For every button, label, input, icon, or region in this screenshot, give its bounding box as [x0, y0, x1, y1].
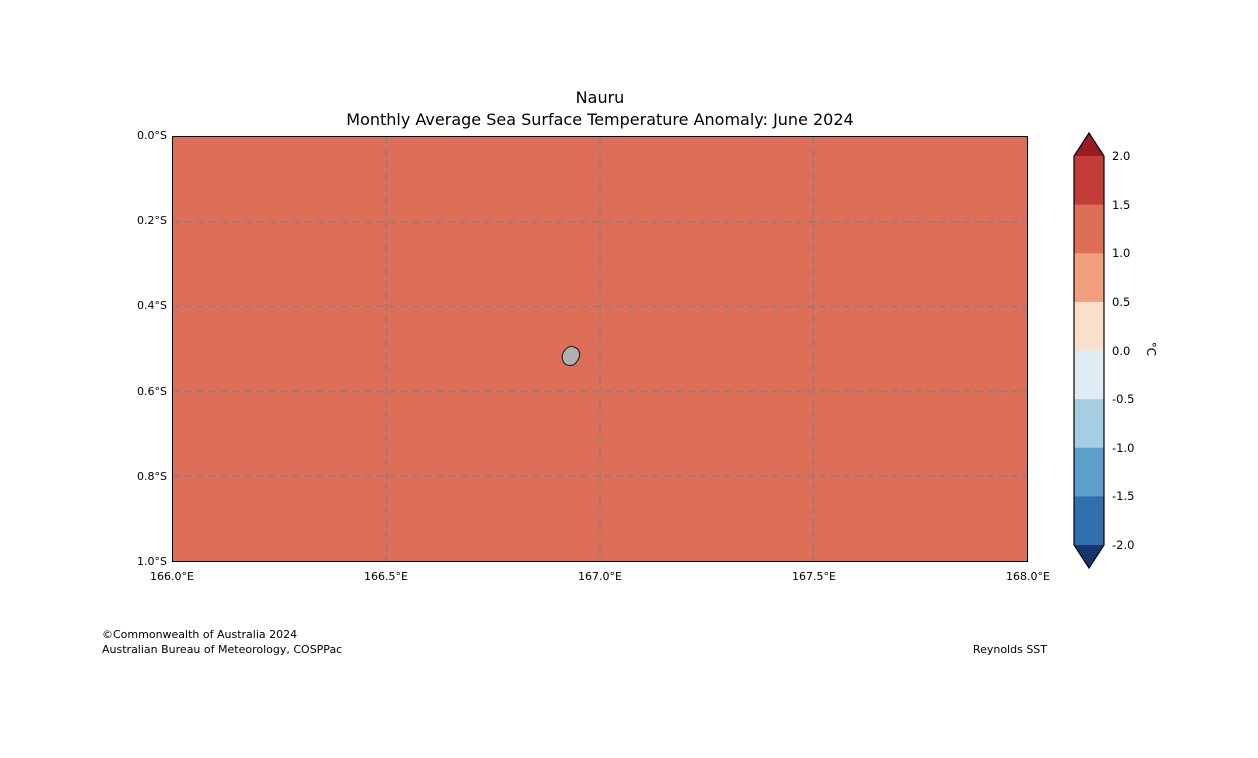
xtick-167.5E: 167.5°E: [792, 570, 836, 583]
colorbar-segment-6: [1074, 447, 1104, 497]
cbar-tick--0.5: -0.5: [1112, 392, 1135, 407]
colorbar-segment-1: [1074, 204, 1104, 254]
colorbar-outline: [1073, 132, 1105, 569]
cbar-tick-0.5: 0.5: [1112, 294, 1131, 309]
xtick-168.0E: 168.0°E: [1006, 570, 1050, 583]
ytick-0.0S: 0.0°S: [137, 129, 167, 142]
xtick-166.0E: 166.0°E: [150, 570, 194, 583]
colorbar-segment-4: [1074, 350, 1104, 400]
ytick-0.6S: 0.6°S: [137, 384, 167, 398]
nauru-island: [561, 345, 581, 367]
colorbar-arrow-down: [1074, 545, 1104, 568]
cbar-tick-0.0: 0.0: [1112, 343, 1131, 358]
chart-subtitle: Monthly Average Sea Surface Temperature …: [346, 110, 854, 129]
colorbar-segment-5: [1074, 399, 1104, 449]
cbar-tick-1.0: 1.0: [1112, 246, 1131, 261]
footer-data-source: Reynolds SST: [972, 643, 1047, 656]
ytick-0.4S: 0.4°S: [137, 299, 167, 313]
chart-title-block: Nauru Monthly Average Sea Surface Temper…: [172, 87, 1028, 131]
colorbar-segments: [1074, 156, 1104, 546]
cbar-tick-1.5: 1.5: [1112, 197, 1131, 212]
xtick-166.5E: 166.5°E: [364, 570, 408, 583]
ytick-1.0S: 1.0°S: [137, 555, 167, 568]
cbar-tick--2.0: -2.0: [1112, 538, 1135, 552]
xtick-167.0E: 167.0°E: [578, 570, 622, 583]
footer-copyright-line2: Australian Bureau of Meteorology, COSPPa…: [102, 643, 343, 656]
colorbar-unit-label: °C: [1144, 341, 1158, 357]
colorbar-segment-7: [1074, 496, 1104, 546]
cbar-tick-2.0: 2.0: [1112, 149, 1131, 163]
map-canvas: [173, 137, 1027, 561]
footer-copyright-line1: ©Commonwealth of Australia 2024: [102, 628, 298, 641]
chart-title: Nauru: [575, 88, 625, 107]
colorbar: [1073, 132, 1105, 569]
ytick-0.2S: 0.2°S: [137, 214, 167, 228]
colorbar-segment-0: [1074, 156, 1104, 206]
colorbar-segment-3: [1074, 301, 1104, 352]
cbar-tick--1.0: -1.0: [1112, 440, 1135, 455]
map-plot: [172, 136, 1028, 562]
colorbar-arrow-up: [1074, 133, 1104, 156]
colorbar-segment-2: [1074, 253, 1104, 303]
ytick-0.8S: 0.8°S: [137, 469, 167, 483]
cbar-tick--1.5: -1.5: [1112, 489, 1135, 504]
